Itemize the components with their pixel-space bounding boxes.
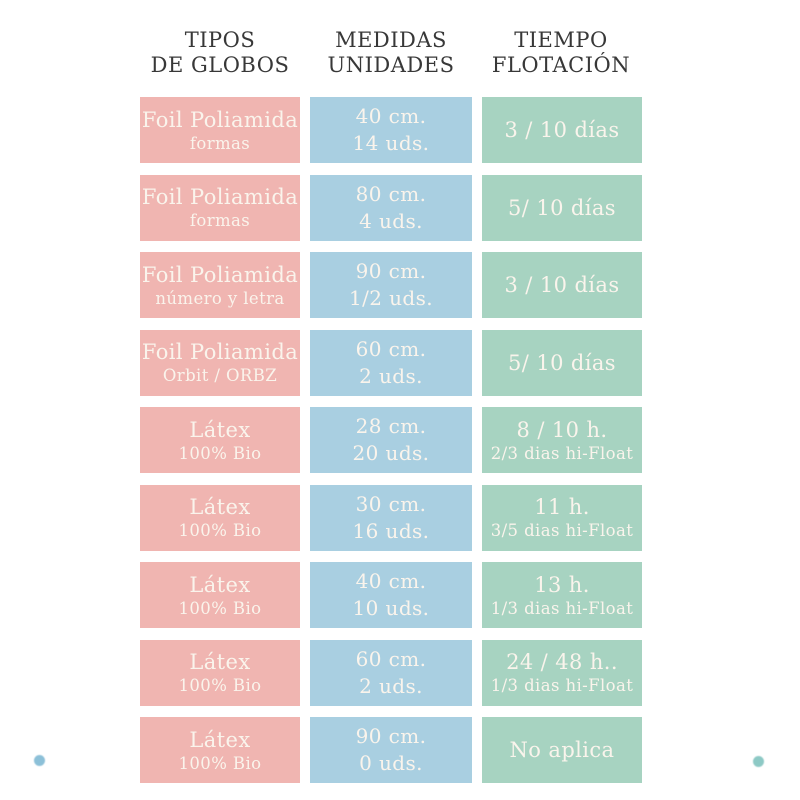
cell-text-secondary: 100% Bio: [178, 598, 262, 618]
cell-tipo: Látex 100% Bio: [140, 484, 300, 551]
cell-tipo: Látex 100% Bio: [140, 639, 300, 706]
cell-text-secondary: 1/3 dias hi-Float: [490, 676, 634, 695]
column-header-line: UNIDADES: [327, 53, 455, 77]
cell-text-primary: 3 / 10 días: [504, 118, 620, 142]
cell-text-secondary: 1/2 uds.: [348, 286, 434, 310]
table-row: Foil Poliamida Orbit / ORBZ 60 cm. 2 uds. 5/…: [140, 329, 642, 396]
cell-tiempo: 11 h. 3/5 dias hi-Float: [482, 484, 642, 551]
cell-tipo: Foil Poliamida número y letra: [140, 252, 300, 318]
cell-text-secondary: 1/3 dias hi-Float: [490, 598, 634, 618]
cell-text-primary: Látex: [189, 417, 251, 442]
cell-text-secondary: 16 uds.: [352, 518, 430, 543]
table-row: Foil Poliamida formas 80 cm. 4 uds. 5/ 10 dí…: [140, 174, 642, 241]
column-header-tiempo: TIEMPO FLOTACIÓN: [451, 28, 671, 78]
table-row: Látex 100% Bio 30 cm. 16 uds. 11 h. 3/5 dias …: [140, 484, 642, 551]
cell-text-secondary: 20 uds.: [352, 441, 430, 465]
table-row: Látex 100% Bio 90 cm. 0 uds. No aplica: [140, 717, 642, 783]
cell-text-primary: 24 / 48 h..: [506, 650, 618, 674]
cell-text-primary: 13 h.: [534, 572, 590, 597]
cell-tiempo: 24 / 48 h.. 1/3 dias hi-Float: [482, 639, 642, 706]
cell-text-secondary: 100% Bio: [178, 521, 262, 540]
cell-tiempo: No aplica: [482, 717, 642, 783]
cell-medida: 60 cm. 2 uds.: [310, 329, 472, 396]
cell-tipo: Foil Poliamida formas: [140, 97, 300, 163]
cell-tiempo: 5/ 10 días: [482, 174, 642, 241]
cell-text-primary: 5/ 10 días: [508, 350, 616, 375]
column-header-tipos: TIPOS DE GLOBOS: [110, 28, 330, 78]
cell-medida: 90 cm. 0 uds.: [310, 717, 472, 783]
cell-text-primary: No aplica: [509, 738, 615, 762]
table-row: Látex 100% Bio 28 cm. 20 uds. 8 / 10 h. 2/3 d…: [140, 407, 642, 473]
cell-text-secondary: 4 uds.: [359, 208, 423, 233]
decorative-dot-teal: [753, 756, 764, 767]
cell-tipo: Látex 100% Bio: [140, 407, 300, 473]
cell-text-primary: 60 cm.: [355, 336, 427, 361]
cell-text-secondary: 100% Bio: [178, 753, 262, 773]
cell-tipo: Foil Poliamida Orbit / ORBZ: [140, 329, 300, 396]
cell-text-secondary: formas: [189, 133, 251, 153]
table-row: Látex 100% Bio 40 cm. 10 uds. 13 h. 1/3 dias …: [140, 562, 642, 628]
cell-medida: 90 cm. 1/2 uds.: [310, 252, 472, 318]
cell-text-secondary: 2 uds.: [359, 363, 423, 388]
cell-text-primary: 80 cm.: [355, 181, 427, 206]
cell-text-primary: 30 cm.: [355, 491, 427, 516]
cell-text-secondary: 10 uds.: [352, 596, 430, 620]
cell-text-primary: 8 / 10 h.: [516, 417, 608, 442]
cell-medida: 30 cm. 16 uds.: [310, 484, 472, 551]
cell-text-primary: 40 cm.: [355, 569, 427, 593]
cell-text-primary: Foil Poliamida: [141, 340, 299, 364]
cell-text-secondary: 3/5 dias hi-Float: [490, 521, 634, 540]
column-header-medidas: MEDIDAS UNIDADES: [281, 28, 501, 78]
cell-text-secondary: 2/3 dias hi-Float: [490, 443, 634, 463]
decorative-dot-blue: [34, 755, 45, 766]
cell-tipo: Látex 100% Bio: [140, 562, 300, 628]
cell-tiempo: 13 h. 1/3 dias hi-Float: [482, 562, 642, 628]
cell-text-primary: 28 cm.: [355, 414, 427, 438]
cell-text-secondary: formas: [189, 211, 251, 230]
cell-tiempo: 5/ 10 días: [482, 329, 642, 396]
cell-text-secondary: número y letra: [155, 288, 285, 308]
cell-medida: 40 cm. 14 uds.: [310, 97, 472, 163]
cell-tiempo: 3 / 10 días: [482, 252, 642, 318]
cell-text-primary: Foil Poliamida: [141, 185, 299, 209]
cell-tipo: Látex 100% Bio: [140, 717, 300, 783]
cell-text-secondary: 14 uds.: [352, 131, 430, 155]
cell-medida: 40 cm. 10 uds.: [310, 562, 472, 628]
table-row: Foil Poliamida número y letra 90 cm. 1/2 ud…: [140, 252, 642, 318]
cell-text-primary: Foil Poliamida: [141, 107, 299, 132]
column-header-line: TIPOS: [184, 28, 256, 52]
cell-tiempo: 3 / 10 días: [482, 97, 642, 163]
cell-text-primary: 40 cm.: [355, 104, 427, 128]
cell-text-primary: 90 cm.: [355, 724, 427, 748]
cell-text-primary: 60 cm.: [355, 646, 427, 671]
cell-text-secondary: 2 uds.: [359, 673, 423, 698]
cell-text-secondary: 100% Bio: [178, 443, 262, 463]
column-header-line: MEDIDAS: [335, 28, 447, 52]
cell-text-primary: Látex: [189, 572, 251, 597]
column-header-line: DE GLOBOS: [150, 53, 290, 77]
cell-medida: 80 cm. 4 uds.: [310, 174, 472, 241]
cell-text-secondary: 100% Bio: [178, 676, 262, 695]
cell-text-primary: Látex: [189, 650, 251, 674]
cell-text-primary: 5/ 10 días: [508, 195, 616, 220]
cell-medida: 60 cm. 2 uds.: [310, 639, 472, 706]
cell-text-primary: Látex: [189, 495, 251, 519]
cell-text-primary: Látex: [189, 727, 251, 752]
cell-tiempo: 8 / 10 h. 2/3 dias hi-Float: [482, 407, 642, 473]
cell-text-primary: 90 cm.: [355, 259, 427, 283]
column-header-line: FLOTACIÓN: [491, 53, 631, 77]
cell-tipo: Foil Poliamida formas: [140, 174, 300, 241]
cell-text-primary: 11 h.: [534, 495, 590, 519]
cell-text-primary: Foil Poliamida: [141, 262, 299, 287]
table-row: Foil Poliamida formas 40 cm. 14 uds. 3 / 10 …: [140, 97, 642, 163]
cell-text-primary: 3 / 10 días: [504, 273, 620, 297]
column-header-line: TIEMPO: [514, 28, 608, 52]
cell-text-secondary: 0 uds.: [359, 751, 423, 775]
table-row: Látex 100% Bio 60 cm. 2 uds. 24 / 48 h.. 1/3 …: [140, 639, 642, 706]
cell-medida: 28 cm. 20 uds.: [310, 407, 472, 473]
cell-text-secondary: Orbit / ORBZ: [162, 366, 278, 385]
table-body: Foil Poliamida formas 40 cm. 14 uds. 3 / 10 …: [140, 97, 642, 783]
